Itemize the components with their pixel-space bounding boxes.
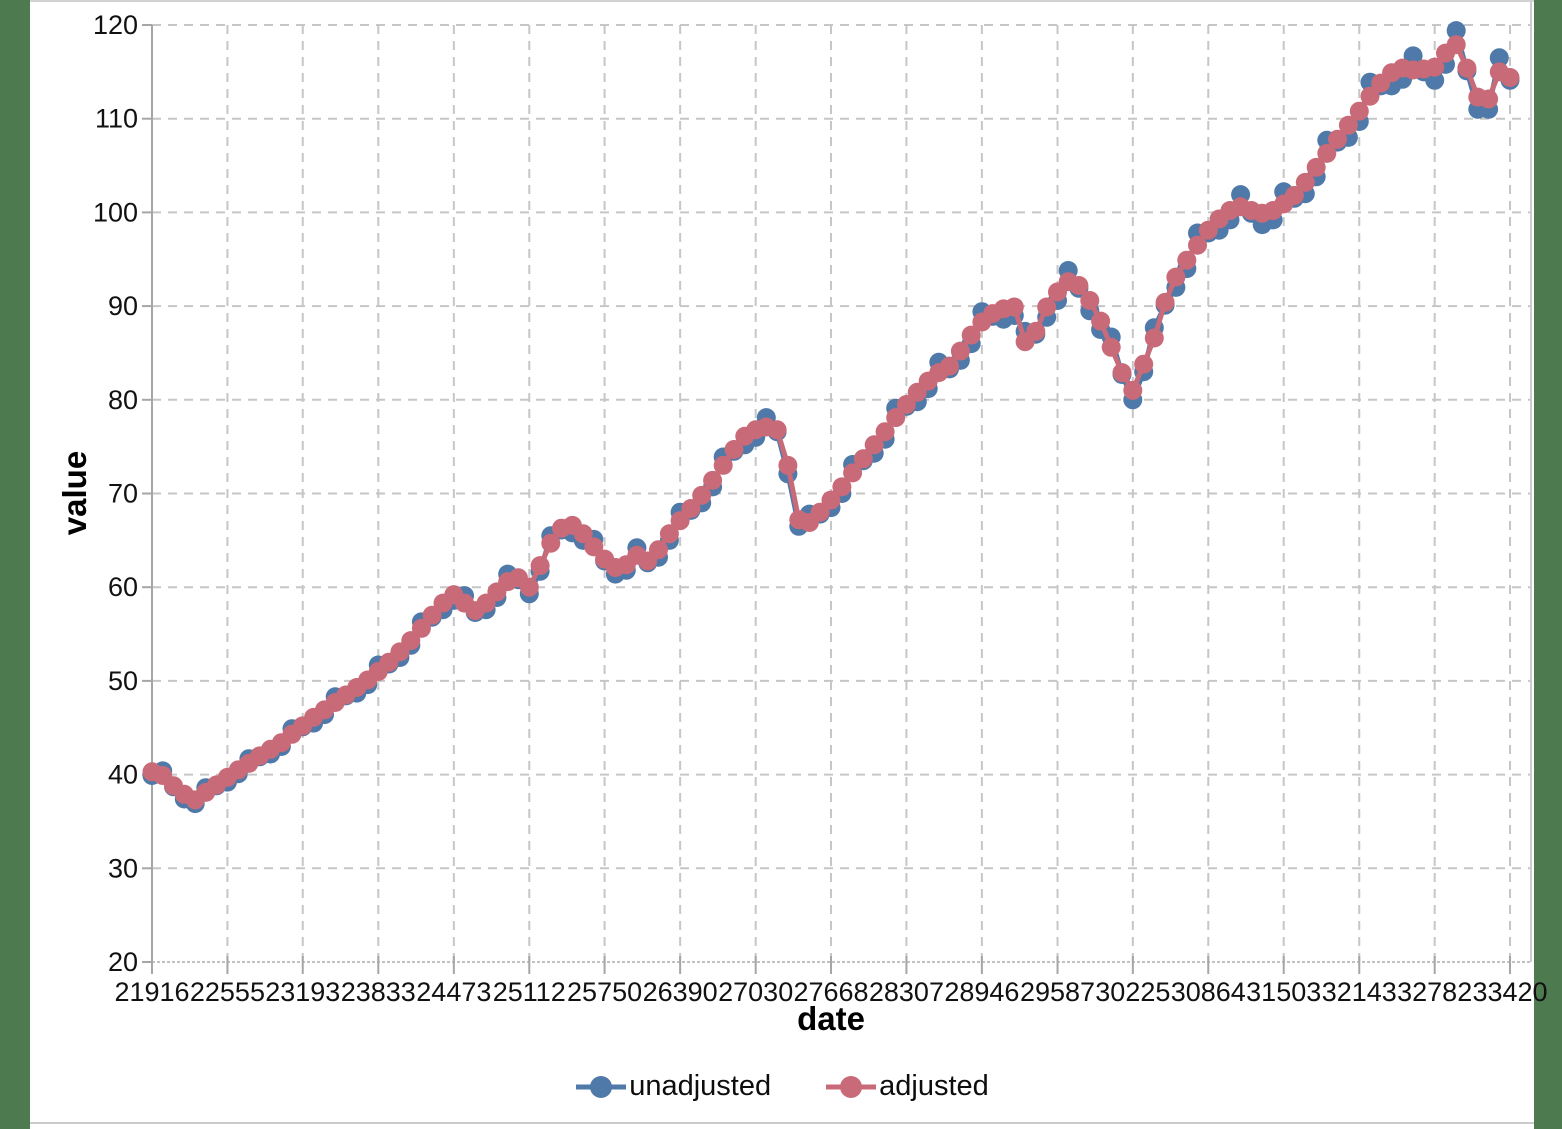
- svg-text:26390: 26390: [643, 977, 718, 1007]
- svg-text:27030: 27030: [718, 977, 793, 1007]
- svg-text:25750: 25750: [567, 977, 642, 1007]
- canvas-bottom-border: [30, 1122, 1534, 1124]
- desktop-background-right: [1534, 0, 1562, 1129]
- svg-text:32143: 32143: [1322, 977, 1397, 1007]
- svg-text:25112: 25112: [493, 977, 566, 1007]
- gridlines: [152, 24, 1531, 962]
- y-axis-ticks: [142, 24, 152, 963]
- svg-text:32782: 32782: [1397, 977, 1472, 1007]
- svg-text:28307: 28307: [869, 977, 944, 1007]
- x-tick-labels: 21916 22555 23193 23833 24473 25112 25750 26390…: [114, 977, 1547, 1007]
- svg-text:24473: 24473: [416, 977, 491, 1007]
- svg-text:110: 110: [95, 104, 138, 134]
- canvas-top-border: [30, 0, 1534, 2]
- x-axis-ticks: [151, 956, 1511, 974]
- svg-text:30225: 30225: [1095, 977, 1170, 1007]
- svg-text:23193: 23193: [265, 977, 340, 1007]
- legend-label-adjusted: adjusted: [879, 1070, 989, 1102]
- svg-text:40: 40: [108, 760, 138, 790]
- svg-text:30864: 30864: [1171, 977, 1246, 1007]
- y-axis-title: value: [56, 450, 93, 536]
- x-axis-title: date: [797, 1000, 865, 1037]
- svg-text:27668: 27668: [793, 977, 868, 1007]
- svg-text:30: 30: [108, 853, 138, 883]
- svg-text:20: 20: [108, 947, 138, 977]
- legend-item-adjusted: adjusted: [825, 1070, 989, 1103]
- legend-label-unadjusted: unadjusted: [629, 1070, 772, 1102]
- svg-text:28946: 28946: [944, 977, 1019, 1007]
- svg-text:22555: 22555: [190, 977, 265, 1007]
- adjusted-series-marker-icon: [826, 1075, 877, 1098]
- unadjusted-series-marker-icon: [576, 1075, 627, 1098]
- svg-text:90: 90: [108, 291, 138, 321]
- svg-text:31503: 31503: [1246, 977, 1321, 1007]
- desktop-background-left: [0, 0, 30, 1129]
- svg-text:120: 120: [93, 10, 138, 40]
- svg-text:29587: 29587: [1020, 977, 1095, 1007]
- svg-text:70: 70: [108, 479, 138, 509]
- svg-text:50: 50: [108, 666, 138, 696]
- svg-text:21916: 21916: [114, 977, 189, 1007]
- svg-text:100: 100: [93, 197, 138, 227]
- legend-item-unadjusted: unadjusted: [575, 1070, 771, 1103]
- y-tick-labels: 20 30 40 50 60 70 80 90 100 110 120: [93, 10, 138, 977]
- svg-text:33420: 33420: [1472, 977, 1547, 1007]
- chart-legend: unadjusted adjusted: [30, 1070, 1534, 1103]
- svg-text:60: 60: [108, 572, 138, 602]
- series-adjusted: [142, 35, 1520, 810]
- svg-text:23833: 23833: [341, 977, 416, 1007]
- svg-text:80: 80: [108, 385, 138, 415]
